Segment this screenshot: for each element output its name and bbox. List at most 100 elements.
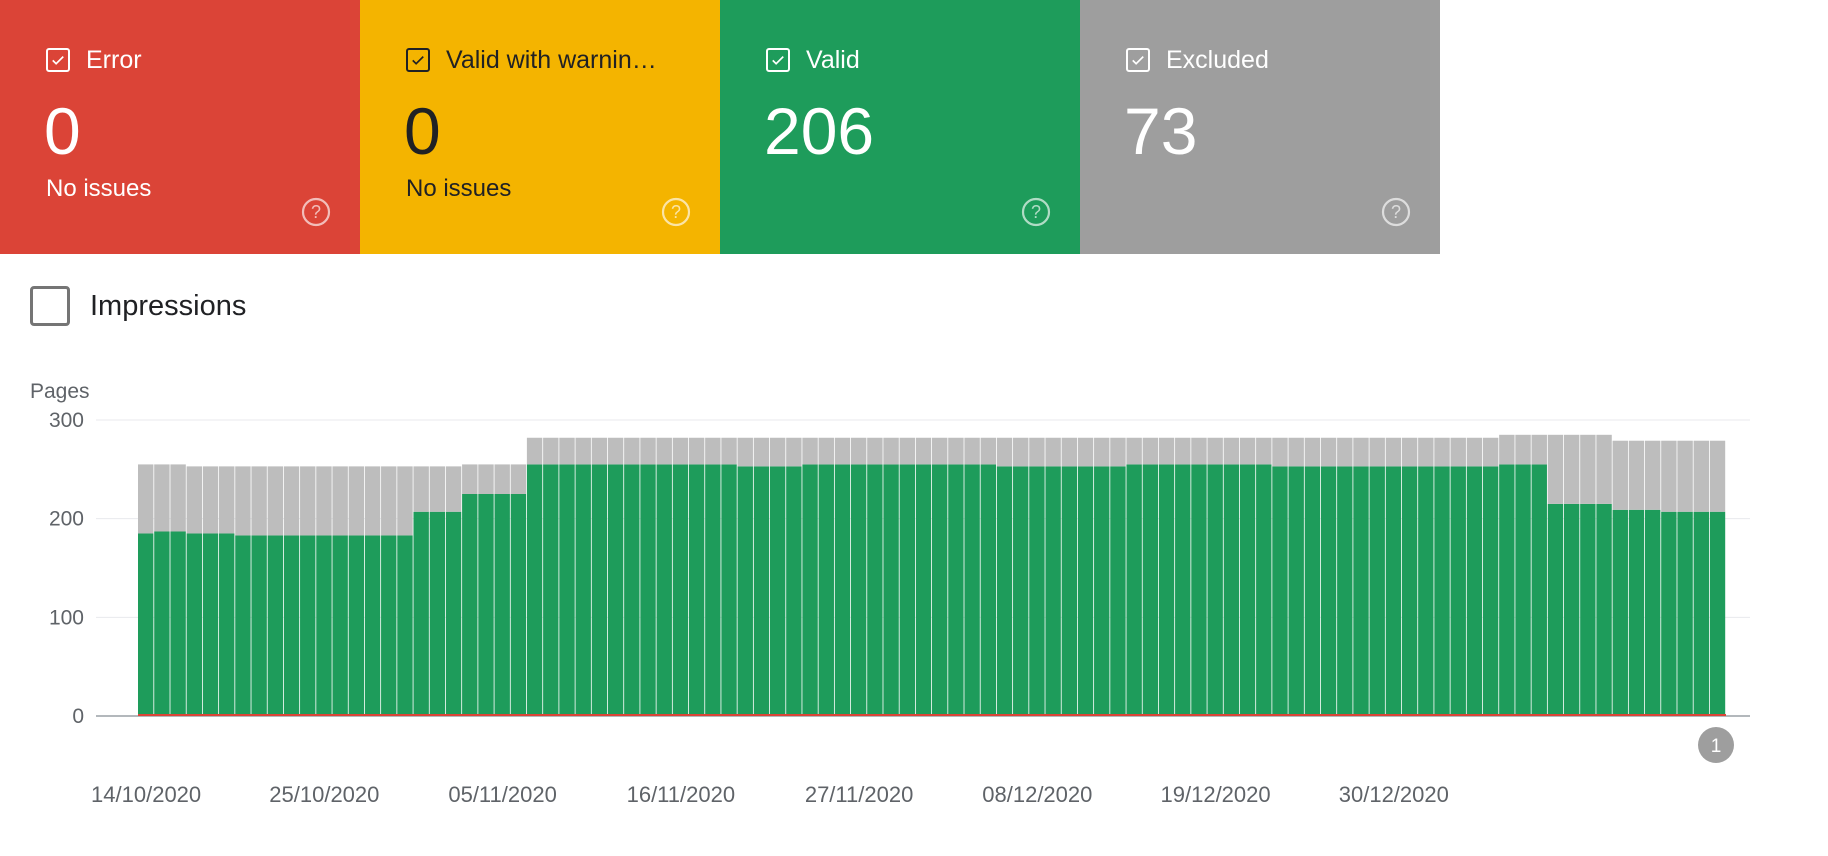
checkbox-error[interactable] — [46, 48, 70, 72]
card-warning[interactable]: Valid with warnin… 0 No issues ? — [360, 0, 720, 254]
checkbox-warning[interactable] — [406, 48, 430, 72]
bar-excluded — [1580, 434, 1596, 504]
bar-excluded — [1337, 437, 1353, 467]
svg-text:?: ? — [671, 202, 681, 222]
bar-excluded — [786, 437, 802, 467]
bar-valid — [1223, 464, 1240, 716]
bar-excluded — [883, 437, 899, 465]
bar-excluded — [1175, 437, 1191, 465]
bar-excluded — [397, 466, 413, 536]
svg-text:?: ? — [1391, 202, 1401, 222]
bar-excluded — [1450, 437, 1466, 467]
bar-excluded — [1385, 437, 1402, 467]
bar-excluded — [1320, 437, 1337, 467]
bar-valid — [575, 464, 591, 716]
bar-valid — [1661, 511, 1677, 716]
bar-excluded — [1418, 437, 1434, 467]
bar-excluded — [672, 437, 689, 465]
bar-valid — [494, 494, 510, 716]
bar-valid — [251, 535, 267, 716]
checkbox-excluded[interactable] — [1126, 48, 1150, 72]
bar-valid — [1353, 466, 1369, 716]
y-tick-label: 0 — [72, 705, 84, 728]
card-excluded[interactable]: Excluded 73 ? — [1080, 0, 1440, 254]
x-tick-label: 08/12/2020 — [982, 782, 1092, 807]
bar-valid — [1450, 466, 1466, 716]
bar-excluded — [607, 437, 624, 465]
bar-valid — [656, 464, 672, 716]
bar-excluded — [1612, 440, 1628, 510]
bar-excluded — [413, 466, 429, 512]
bar-excluded — [753, 437, 770, 467]
x-tick-label: 16/11/2020 — [627, 782, 735, 807]
bar-valid — [332, 535, 348, 716]
bar-valid — [413, 511, 429, 716]
annotation-label: 1 — [1711, 736, 1722, 757]
bar-valid — [219, 533, 235, 716]
bar-excluded — [1239, 437, 1256, 465]
bar-valid — [170, 531, 186, 716]
bar-excluded — [818, 437, 834, 465]
bar-valid — [1013, 466, 1029, 716]
bar-excluded — [559, 437, 575, 465]
bar-valid — [559, 464, 575, 716]
bar-excluded — [932, 437, 948, 465]
check-icon — [52, 56, 64, 65]
bar-excluded — [1191, 437, 1207, 465]
annotation-marker — [1698, 727, 1734, 763]
bar-excluded — [1531, 434, 1547, 465]
bar-valid — [154, 531, 170, 716]
bar-valid — [737, 466, 753, 716]
bar-valid — [1239, 464, 1256, 716]
bar-excluded — [1029, 437, 1045, 467]
card-error[interactable]: Error 0 No issues ? — [0, 0, 360, 254]
bar-valid — [1531, 464, 1547, 716]
bar-valid — [1515, 464, 1531, 716]
bar-excluded — [1515, 434, 1531, 465]
bar-valid — [1580, 503, 1596, 716]
bar-valid — [672, 464, 689, 716]
bar-valid — [1434, 466, 1450, 716]
bar-valid — [1499, 464, 1515, 716]
bar-valid — [1385, 466, 1402, 716]
bar-excluded — [348, 466, 365, 536]
bar-excluded — [575, 437, 591, 465]
help-icon[interactable]: ? — [1380, 196, 1412, 228]
bar-excluded — [494, 464, 510, 494]
help-icon[interactable]: ? — [300, 196, 332, 228]
card-valid[interactable]: Valid 206 ? — [720, 0, 1080, 254]
bar-excluded — [705, 437, 721, 465]
bar-excluded — [656, 437, 672, 465]
bar-excluded — [1466, 437, 1483, 467]
bar-valid — [688, 464, 705, 716]
bar-excluded — [1126, 437, 1142, 465]
bar-excluded — [429, 466, 446, 512]
card-label: Valid with warnin… — [446, 46, 657, 74]
bar-valid — [980, 464, 997, 716]
impressions-toggle[interactable]: Impressions — [30, 286, 246, 326]
help-icon[interactable]: ? — [1020, 196, 1052, 228]
bar-excluded — [1563, 434, 1580, 504]
bar-valid — [1677, 511, 1693, 716]
bar-valid — [1110, 466, 1126, 716]
bar-excluded — [267, 466, 284, 536]
bar-excluded — [1142, 437, 1159, 465]
bar-excluded — [1547, 434, 1564, 504]
bar-excluded — [1256, 437, 1272, 465]
bar-excluded — [364, 466, 381, 536]
bar-valid — [300, 535, 316, 716]
bar-excluded — [1693, 440, 1709, 512]
checkbox-valid[interactable] — [766, 48, 790, 72]
bar-excluded — [1353, 437, 1369, 467]
bar-valid — [1596, 503, 1612, 716]
bar-valid — [1337, 466, 1353, 716]
bar-excluded — [640, 437, 656, 465]
bar-valid — [1563, 503, 1580, 716]
bar-valid — [1175, 464, 1191, 716]
bar-valid — [818, 464, 834, 716]
bar-valid — [138, 533, 154, 716]
help-icon[interactable]: ? — [660, 196, 692, 228]
bar-valid — [996, 466, 1013, 716]
bar-valid — [445, 511, 462, 716]
impressions-checkbox[interactable] — [30, 286, 70, 326]
